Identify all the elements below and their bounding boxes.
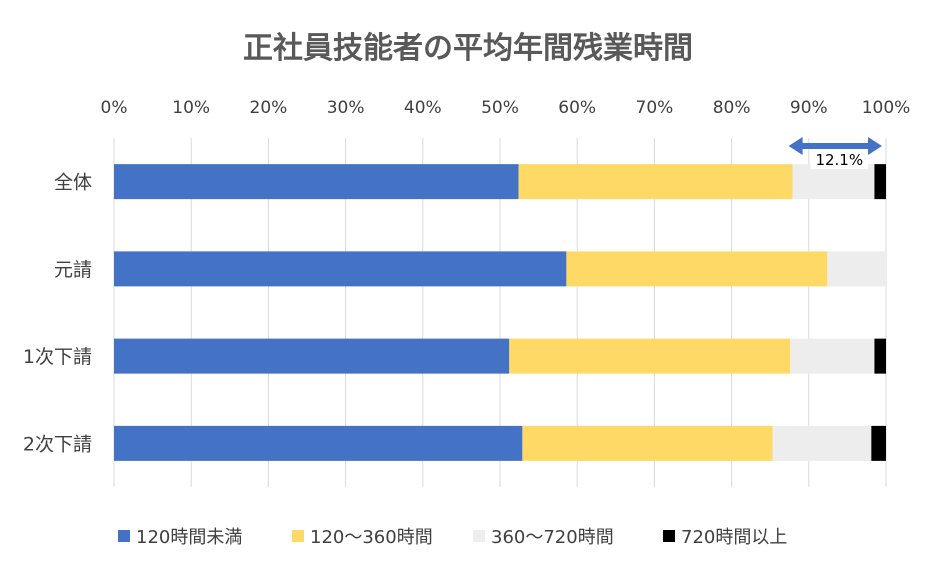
annotation-label-bg [810,149,868,169]
x-tick-label: 90% [790,98,828,118]
category-label: 1次下請 [23,346,92,368]
category-label: 全体 [54,172,92,194]
chart-title: 正社員技能者の平均年間残業時間 [243,31,693,66]
legend-swatch [118,530,130,542]
bar-segment [792,164,875,200]
legend: 120時間未満 120～360時間 360～720時間 720時間以上 [118,527,787,548]
x-tick-label: 80% [713,98,751,118]
x-tick-label: 20% [250,98,288,118]
bar-segment [509,338,791,374]
bar-segment [871,425,886,461]
x-tick-label: 60% [558,98,596,118]
bars [114,164,886,461]
legend-label: 360～720時間 [491,527,614,548]
x-tick-label: 70% [636,98,674,118]
annotation-arrowhead-right [868,137,882,155]
legend-label: 120時間未満 [136,527,242,548]
category-label: 2次下請 [23,433,92,455]
x-tick-label: 0% [101,98,128,118]
legend-swatch [663,530,675,542]
bar-segment [518,164,793,200]
annotation: 12.1% [788,137,882,169]
x-tick-label: 40% [404,98,442,118]
bar-segment [772,425,872,461]
bar-segment [874,338,886,374]
annotation-label: 12.1% [815,151,863,169]
bar-segment [566,251,828,287]
x-tick-label: 50% [481,98,519,118]
bar-segment [522,425,773,461]
bar-segment [114,338,510,374]
legend-swatch [473,530,485,542]
bar-segment [874,164,886,200]
legend-label: 720時間以上 [681,527,787,548]
category-label: 元請 [54,259,92,281]
bar-segment [790,338,875,374]
bar-segment [114,164,519,200]
x-tick-label: 30% [327,98,365,118]
annotation-arrowhead-left [788,137,803,155]
x-axis-ticks: 0% 10% 20% 30% 40% 50% 60% 70% 80% 90% 100% [101,98,911,118]
bar-segment [114,251,567,287]
legend-label: 120～360時間 [310,527,433,548]
bar-segment [114,425,523,461]
legend-swatch [292,530,304,542]
x-tick-label: 10% [172,98,210,118]
x-tick-label: 100% [862,98,911,118]
bar-segment [827,251,886,287]
